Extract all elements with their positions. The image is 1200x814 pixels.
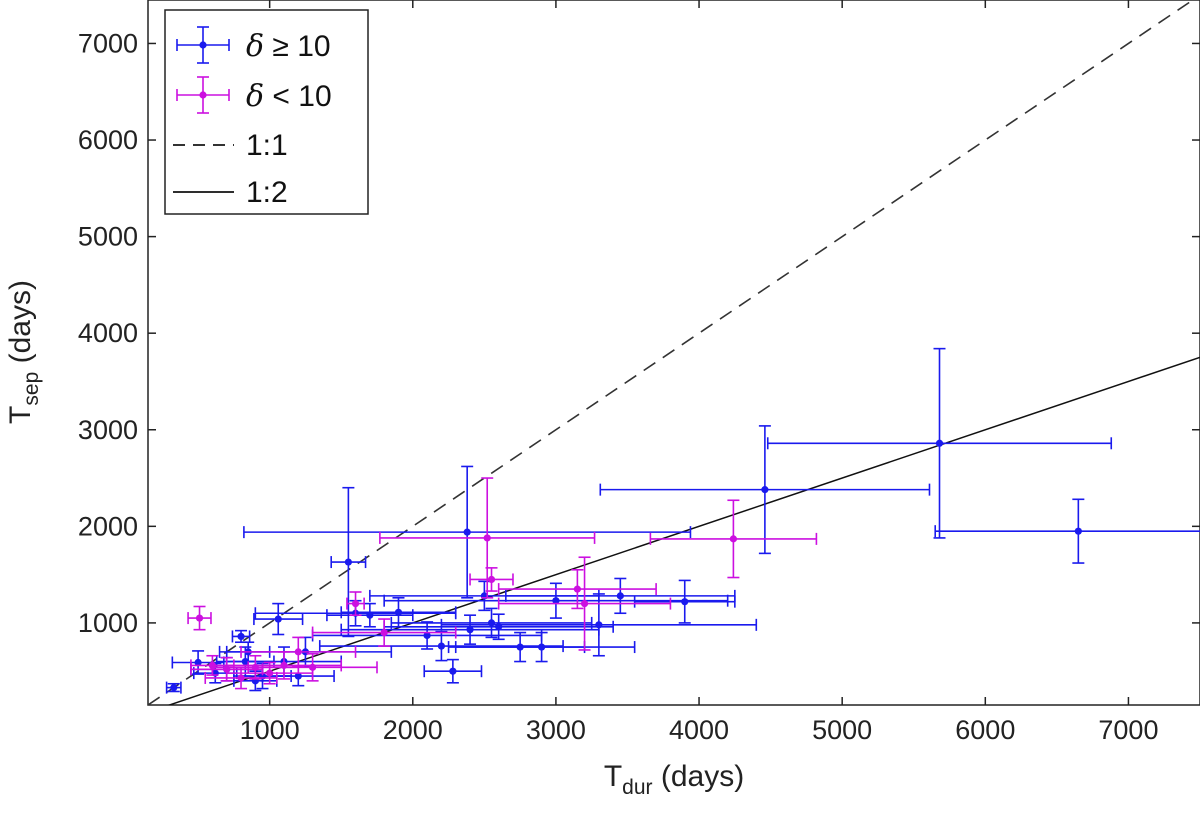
marker	[466, 626, 474, 634]
marker	[463, 528, 471, 536]
x-tick-label: 1000	[240, 715, 300, 745]
marker	[394, 608, 403, 616]
data-point	[253, 602, 304, 636]
marker	[580, 599, 589, 608]
marker	[344, 558, 352, 566]
data-point	[247, 653, 378, 682]
legend-label: δ < 10	[246, 79, 332, 114]
marker	[308, 663, 317, 671]
x-tick-label: 2000	[383, 715, 443, 745]
data-point	[165, 681, 182, 694]
data-point	[447, 631, 636, 663]
legend-label: 1:1	[246, 129, 288, 162]
marker	[487, 575, 496, 584]
x-axis: 1000 2000 3000 4000 5000 6000 7000	[240, 0, 1158, 745]
data-point	[243, 465, 692, 599]
legend-box	[164, 9, 369, 215]
y-axis-title: Tsep (days)	[4, 280, 43, 424]
marker	[194, 658, 202, 667]
data-point	[204, 666, 278, 690]
data-point	[379, 477, 596, 599]
legend-marker	[199, 91, 207, 99]
marker	[294, 672, 302, 680]
data-point	[231, 629, 251, 644]
legend-item-1-1: 1:1	[173, 129, 288, 162]
marker	[170, 684, 178, 692]
legend-label: δ ≥ 10	[246, 29, 331, 64]
marker	[1074, 527, 1082, 535]
data-point	[497, 556, 672, 651]
marker	[729, 535, 737, 543]
y-tick-label: 1000	[78, 608, 138, 638]
y-tick-label: 2000	[78, 511, 138, 541]
data-point	[261, 665, 335, 687]
marker	[616, 592, 624, 600]
marker	[761, 486, 769, 494]
y-tick-label: 5000	[78, 222, 138, 252]
marker	[483, 534, 491, 542]
y-tick-label: 7000	[78, 28, 138, 58]
marker	[437, 642, 446, 650]
y-tick-label: 3000	[78, 415, 138, 445]
x-tick-label: 3000	[526, 715, 586, 745]
marker	[237, 674, 245, 682]
data-point	[346, 591, 365, 616]
line-1-2-solid	[167, 356, 1200, 705]
marker	[274, 615, 282, 623]
marker	[538, 643, 546, 651]
data-point	[649, 499, 818, 579]
data-series	[165, 347, 1200, 694]
x-tick-label: 5000	[812, 715, 872, 745]
marker	[351, 599, 360, 608]
legend-item-delta-lt-10: δ < 10	[176, 76, 332, 114]
data-point	[423, 658, 483, 684]
series-delta-lt-10	[187, 477, 818, 690]
line-1-1-dashed	[148, 0, 1195, 705]
marker	[449, 667, 457, 675]
legend-item-delta-ge-10: δ ≥ 10	[176, 26, 331, 64]
marker	[423, 631, 431, 640]
data-point	[599, 425, 931, 555]
data-point	[497, 568, 657, 610]
legend-item-1-2: 1:2	[173, 176, 288, 209]
marker	[380, 628, 388, 637]
marker	[552, 597, 560, 605]
data-point	[187, 605, 212, 631]
marker	[195, 614, 204, 622]
marker	[366, 611, 374, 619]
data-point	[633, 579, 736, 624]
x-axis-title: Tdur (days)	[604, 760, 744, 799]
legend: δ ≥ 10 δ < 10 1:1 1:2	[164, 9, 369, 215]
legend-label: 1:2	[246, 176, 288, 209]
y-tick-label: 6000	[78, 125, 138, 155]
marker	[595, 621, 603, 629]
marker	[935, 439, 944, 447]
marker	[294, 648, 302, 656]
legend-errorbar-symbol	[176, 76, 230, 114]
data-point	[311, 618, 457, 647]
x-tick-label: 7000	[1098, 715, 1158, 745]
x-tick-label: 6000	[955, 715, 1015, 745]
data-point	[934, 498, 1200, 564]
marker	[237, 632, 245, 641]
data-point	[390, 607, 593, 639]
legend-marker	[199, 41, 207, 49]
x-tick-label: 4000	[669, 715, 729, 745]
y-axis: 1000 2000 3000 4000 5000 6000 7000	[78, 28, 1200, 638]
data-point	[240, 636, 357, 668]
legend-errorbar-symbol	[176, 26, 230, 64]
data-point	[469, 567, 514, 592]
y-tick-label: 4000	[78, 318, 138, 348]
marker	[573, 585, 581, 593]
marker	[681, 598, 689, 606]
marker	[266, 669, 274, 677]
reference-lines	[148, 0, 1200, 705]
data-point	[505, 577, 736, 615]
data-point	[766, 347, 1113, 539]
